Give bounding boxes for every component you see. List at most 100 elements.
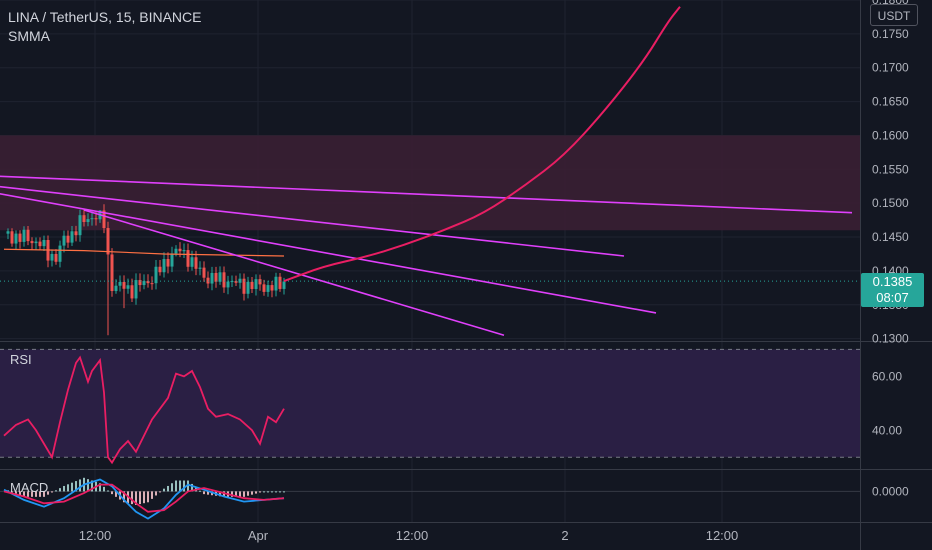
candle-body	[258, 279, 262, 285]
price-tick-label: 0.1600	[872, 128, 909, 142]
price-tick-label: 0.1700	[872, 61, 909, 75]
macd-histogram-bar	[151, 491, 153, 499]
macd-histogram-bar	[23, 491, 25, 497]
time-tick-label: 12:00	[396, 528, 429, 543]
trendline-4	[83, 209, 505, 337]
candle-body	[74, 231, 78, 236]
rsi-tick-label: 60.00	[872, 369, 902, 383]
macd-histogram-bar	[183, 480, 185, 492]
candle-body	[142, 281, 146, 286]
macd-histogram-bar	[67, 484, 69, 492]
macd-histogram-bar	[19, 491, 21, 496]
candle-body	[146, 281, 150, 284]
macd-histogram-bar	[243, 491, 245, 497]
macd-histogram-bar	[263, 491, 265, 493]
macd-histogram-bar	[275, 491, 277, 493]
macd-histogram-bar	[71, 482, 73, 492]
price-tick-label: 0.1650	[872, 95, 909, 109]
time-tick-label: 12:00	[79, 528, 112, 543]
macd-histogram-bar	[55, 490, 57, 492]
macd-histogram-bar	[191, 483, 193, 492]
price-tick-label: 0.1450	[872, 230, 909, 244]
macd-histogram-bar	[283, 491, 285, 493]
macd-histogram-bar	[139, 491, 141, 505]
candle-body	[6, 231, 10, 234]
macd-histogram-bar	[179, 480, 181, 492]
candle-body	[26, 229, 30, 242]
last-price-value: 0.1385	[872, 274, 913, 289]
macd-histogram-bar	[279, 491, 281, 493]
macd-histogram-bar	[159, 491, 161, 493]
candle-body	[14, 233, 18, 244]
trendline-3	[0, 192, 657, 314]
candle-body	[174, 248, 178, 254]
macd-histogram-bar	[115, 491, 117, 497]
currency-button[interactable]: USDT	[870, 4, 918, 26]
macd-histogram-bar	[111, 491, 113, 495]
candle-body	[38, 241, 42, 247]
macd-histogram-bar	[231, 491, 233, 497]
projection-curve	[283, 6, 681, 283]
candle-body	[54, 253, 58, 262]
candle-body	[50, 253, 54, 261]
candle-body	[10, 231, 14, 244]
macd-histogram-bar	[203, 491, 205, 495]
smma-line	[3, 248, 285, 257]
candle-body	[102, 210, 106, 229]
candle-body	[126, 285, 130, 289]
candle-body	[274, 276, 278, 291]
candle-body	[62, 235, 66, 246]
time-tick-label: 2	[561, 528, 568, 543]
macd-pane-label: MACD	[10, 480, 49, 495]
candle-body	[194, 257, 198, 269]
macd-histogram-bar	[59, 488, 61, 492]
macd-histogram-bar	[47, 491, 49, 495]
macd-histogram-bar	[239, 491, 241, 497]
price-tick-label: 0.1800	[872, 0, 909, 7]
candle-body	[162, 259, 166, 273]
macd-line	[3, 478, 285, 520]
macd-histogram-bar	[171, 483, 173, 492]
macd-histogram-bar	[123, 491, 125, 503]
macd-histogram-bar	[31, 491, 33, 497]
candle-body	[22, 229, 26, 242]
candle-body	[190, 257, 194, 267]
macd-histogram-bar	[175, 480, 177, 492]
rsi-band	[0, 349, 860, 458]
candle-body	[250, 281, 254, 289]
rsi-axis-labels: 60.00 40.00	[872, 369, 902, 437]
candle-body	[86, 219, 90, 223]
macd-histogram-bar	[223, 491, 225, 497]
macd-histogram-bar	[147, 491, 149, 503]
macd-histogram-bar	[207, 491, 209, 495]
candle-body	[254, 279, 258, 289]
macd-histogram-bar	[27, 491, 29, 497]
candle-body	[282, 281, 286, 289]
candle-body	[78, 215, 82, 236]
macd-histogram-bar	[199, 490, 201, 492]
candle-body	[90, 218, 94, 220]
candle-body	[186, 250, 190, 267]
candle-body	[226, 281, 230, 288]
candle-body	[278, 276, 282, 289]
candle-body	[166, 259, 170, 267]
candle-body	[134, 280, 138, 299]
price-tick-label: 0.1500	[872, 196, 909, 210]
macd-histogram-bar	[259, 491, 261, 493]
macd-histogram-bar	[103, 486, 105, 492]
candle-body	[182, 250, 186, 252]
candlesticks	[6, 204, 286, 336]
candle-body	[122, 281, 126, 289]
rsi-line	[3, 355, 285, 465]
last-price-badge: 0.1385 08:07	[861, 273, 924, 307]
macd-histogram-bar	[87, 479, 89, 492]
macd-histogram-bar	[99, 483, 101, 492]
macd-histogram-bar	[143, 491, 145, 504]
price-tick-label: 0.1750	[872, 27, 909, 41]
candle-body	[246, 281, 250, 294]
candle-body	[70, 231, 74, 243]
candle-body	[170, 253, 174, 267]
candle-body	[214, 272, 218, 282]
resistance-zone	[0, 135, 860, 231]
